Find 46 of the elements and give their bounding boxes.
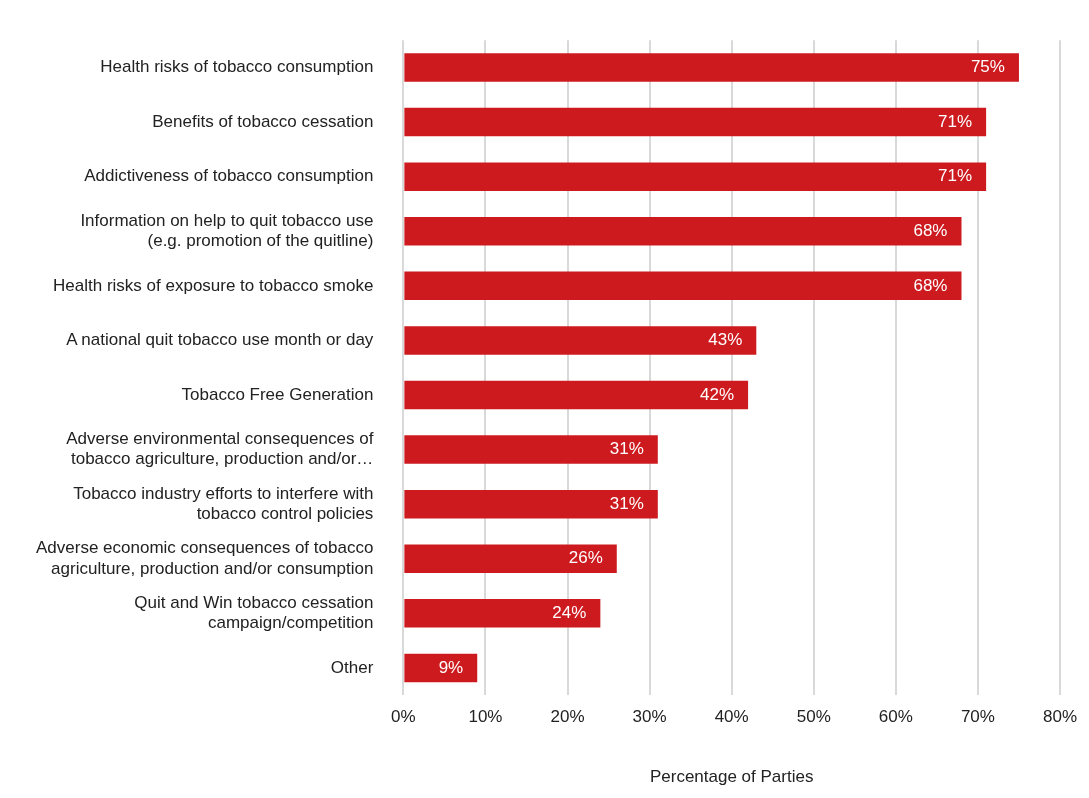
data-label: 43% xyxy=(708,330,743,350)
bar xyxy=(404,162,987,191)
bar xyxy=(404,217,962,246)
data-label: 31% xyxy=(609,493,644,513)
x-tick-label: 30% xyxy=(632,707,667,727)
y-tick-label: Quit and Win tobacco cessation campaign/competition xyxy=(134,592,374,633)
bar xyxy=(404,653,478,683)
bar xyxy=(404,435,658,464)
y-tick-label: Other xyxy=(330,657,374,677)
x-axis-title: Percentage of Parties xyxy=(649,767,814,787)
data-label: 24% xyxy=(552,603,587,623)
y-tick-label: A national quit tobacco use month or day xyxy=(66,330,374,350)
bar xyxy=(404,271,962,301)
x-tick-label: 50% xyxy=(796,707,831,727)
bar xyxy=(404,544,617,573)
x-tick-label: 0% xyxy=(391,707,416,727)
x-tick-label: 10% xyxy=(468,707,503,727)
data-label: 42% xyxy=(700,384,735,404)
y-tick-label: Adverse environmental consequences of tobacco agriculture, production and/or… xyxy=(66,429,374,469)
data-label: 68% xyxy=(913,275,948,295)
y-tick-label: Benefits of tobacco cessation xyxy=(152,111,374,131)
y-tick-label: Adverse economic consequences of tobacco agriculture, production and/or consumption xyxy=(35,538,374,578)
y-tick-label: Addictiveness of tobacco consumption xyxy=(84,166,374,186)
data-label: 75% xyxy=(970,57,1005,77)
x-tick-label: 40% xyxy=(714,707,749,727)
data-label: 71% xyxy=(938,166,973,186)
bar xyxy=(404,53,1019,82)
bar xyxy=(404,326,757,355)
data-label: 31% xyxy=(609,439,644,459)
bar xyxy=(404,489,658,519)
x-tick-label: 80% xyxy=(1042,707,1077,727)
bar xyxy=(404,107,987,137)
y-tick-label: Information on help to quit tobacco use (e.g. promotion of the quitline) xyxy=(80,210,374,251)
x-tick-label: 20% xyxy=(550,707,585,727)
y-tick-label: Tobacco industry efforts to interfere with tobacco control policies xyxy=(73,483,374,524)
data-label: 68% xyxy=(913,220,948,240)
bar xyxy=(404,599,601,628)
bar xyxy=(404,380,749,410)
data-label: 26% xyxy=(568,548,603,568)
y-tick-label: Health risks of tobacco consumption xyxy=(100,57,374,77)
data-label: 71% xyxy=(938,111,973,131)
data-label: 9% xyxy=(438,657,464,677)
x-tick-label: 60% xyxy=(878,707,913,727)
x-tick-label: 70% xyxy=(960,707,995,727)
y-tick-label: Tobacco Free Generation xyxy=(181,384,374,404)
y-tick-label: Health risks of exposure to tobacco smoke xyxy=(53,275,374,295)
